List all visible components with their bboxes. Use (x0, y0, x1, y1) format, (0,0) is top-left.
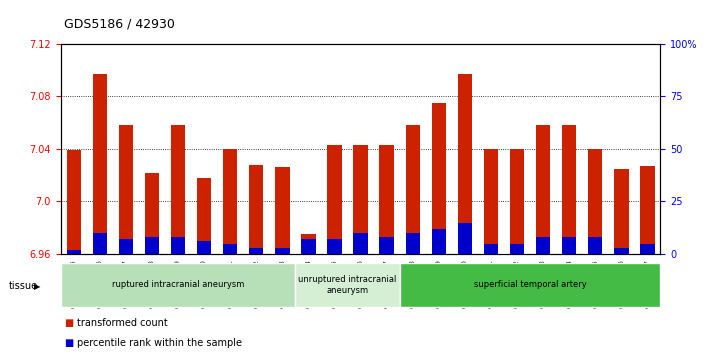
Bar (275, 248, 289, 254)
Bar (171, 237, 185, 254)
Bar (640, 244, 655, 254)
Bar (536, 125, 550, 254)
Text: unruptured intracranial
aneurysm: unruptured intracranial aneurysm (298, 275, 397, 295)
Bar (66, 250, 81, 254)
Bar (379, 145, 394, 254)
Bar (66, 150, 81, 254)
Bar (510, 244, 524, 254)
FancyBboxPatch shape (400, 263, 660, 307)
Bar (432, 229, 446, 254)
Bar (197, 241, 211, 254)
Text: superficial temporal artery: superficial temporal artery (473, 281, 586, 289)
Bar (379, 237, 394, 254)
FancyBboxPatch shape (296, 263, 400, 307)
Bar (301, 239, 316, 254)
Text: transformed count: transformed count (77, 318, 168, 328)
Bar (432, 103, 446, 254)
Bar (510, 149, 524, 254)
Bar (484, 149, 498, 254)
Bar (223, 149, 237, 254)
FancyBboxPatch shape (61, 263, 296, 307)
Bar (249, 248, 263, 254)
Bar (588, 149, 603, 254)
Bar (536, 237, 550, 254)
Bar (640, 166, 655, 254)
Text: ■: ■ (64, 338, 74, 348)
Bar (588, 237, 603, 254)
Bar (458, 74, 472, 254)
Bar (171, 125, 185, 254)
Bar (562, 237, 576, 254)
Bar (197, 178, 211, 254)
Bar (406, 233, 420, 254)
Bar (145, 172, 159, 254)
Bar (93, 233, 107, 254)
Bar (406, 125, 420, 254)
Bar (93, 74, 107, 254)
Bar (484, 244, 498, 254)
Bar (145, 237, 159, 254)
Text: tissue: tissue (9, 281, 38, 291)
Text: percentile rank within the sample: percentile rank within the sample (77, 338, 242, 348)
Bar (119, 125, 133, 254)
Text: ruptured intracranial aneurysm: ruptured intracranial aneurysm (112, 281, 244, 289)
Bar (327, 145, 342, 254)
Bar (458, 223, 472, 254)
Text: GDS5186 / 42930: GDS5186 / 42930 (64, 18, 175, 31)
Bar (327, 239, 342, 254)
Text: ▶: ▶ (34, 282, 41, 290)
Bar (301, 234, 316, 254)
Bar (353, 233, 368, 254)
Bar (353, 145, 368, 254)
Bar (562, 125, 576, 254)
Bar (614, 248, 628, 254)
Text: ■: ■ (64, 318, 74, 328)
Bar (223, 244, 237, 254)
Bar (119, 239, 133, 254)
Bar (614, 168, 628, 254)
Bar (275, 167, 289, 254)
Bar (249, 165, 263, 254)
